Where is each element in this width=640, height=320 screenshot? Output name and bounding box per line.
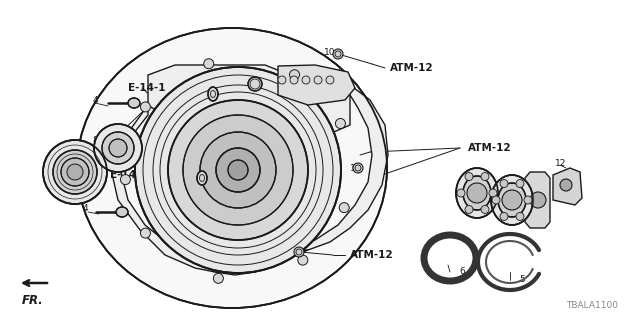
Polygon shape — [278, 65, 355, 105]
Circle shape — [140, 228, 150, 238]
Text: 10: 10 — [291, 247, 301, 257]
Circle shape — [67, 164, 83, 180]
Text: 10: 10 — [324, 47, 336, 57]
Circle shape — [213, 273, 223, 283]
Circle shape — [465, 172, 473, 180]
Circle shape — [516, 180, 524, 188]
Text: TBALA1100: TBALA1100 — [566, 301, 618, 310]
Circle shape — [465, 205, 473, 213]
Circle shape — [228, 160, 248, 180]
Ellipse shape — [116, 207, 128, 217]
Text: E-14-1: E-14-1 — [128, 83, 166, 93]
Circle shape — [294, 247, 304, 257]
Text: FR.: FR. — [22, 294, 44, 307]
Polygon shape — [525, 172, 550, 228]
Text: 6: 6 — [459, 267, 465, 276]
Circle shape — [500, 212, 508, 220]
Polygon shape — [148, 65, 350, 138]
Circle shape — [353, 163, 363, 173]
Ellipse shape — [463, 176, 491, 210]
Circle shape — [102, 132, 134, 164]
Circle shape — [140, 102, 150, 112]
Circle shape — [457, 189, 465, 197]
Circle shape — [53, 150, 97, 194]
Text: 12: 12 — [556, 158, 566, 167]
Circle shape — [120, 175, 131, 185]
Circle shape — [492, 196, 500, 204]
Circle shape — [302, 76, 310, 84]
Circle shape — [481, 172, 489, 180]
Circle shape — [289, 70, 300, 80]
Circle shape — [560, 179, 572, 191]
Circle shape — [467, 183, 487, 203]
Circle shape — [500, 180, 508, 188]
Text: 1: 1 — [534, 188, 540, 197]
Text: 5: 5 — [519, 275, 525, 284]
Circle shape — [339, 203, 349, 212]
Circle shape — [200, 132, 276, 208]
Circle shape — [530, 192, 546, 208]
Circle shape — [109, 139, 127, 157]
Text: ATM-12: ATM-12 — [350, 250, 394, 260]
Circle shape — [481, 205, 489, 213]
Ellipse shape — [498, 183, 526, 217]
Text: 10: 10 — [350, 164, 362, 172]
Text: 9: 9 — [53, 165, 59, 174]
Circle shape — [135, 67, 341, 273]
Ellipse shape — [456, 168, 498, 218]
Circle shape — [94, 124, 142, 172]
Circle shape — [326, 76, 334, 84]
Text: E-14-1: E-14-1 — [110, 170, 147, 180]
Text: ATM-12: ATM-12 — [390, 63, 434, 73]
Ellipse shape — [208, 87, 218, 101]
Circle shape — [204, 59, 214, 69]
Circle shape — [333, 49, 343, 59]
Circle shape — [278, 76, 286, 84]
Circle shape — [43, 140, 107, 204]
Ellipse shape — [128, 98, 140, 108]
Ellipse shape — [491, 175, 533, 225]
Text: 2: 2 — [487, 195, 493, 204]
Text: 8: 8 — [92, 135, 98, 145]
Polygon shape — [553, 168, 582, 205]
Ellipse shape — [77, 28, 387, 308]
Circle shape — [216, 148, 260, 192]
Polygon shape — [270, 85, 388, 252]
Ellipse shape — [197, 171, 207, 185]
Text: 11: 11 — [190, 172, 202, 180]
Polygon shape — [110, 105, 255, 272]
Circle shape — [290, 76, 298, 84]
Text: ATM-12: ATM-12 — [468, 143, 511, 153]
Polygon shape — [210, 250, 308, 275]
Circle shape — [314, 76, 322, 84]
Circle shape — [516, 212, 524, 220]
Text: 3: 3 — [262, 77, 268, 86]
Ellipse shape — [248, 77, 262, 91]
Circle shape — [61, 158, 89, 186]
Circle shape — [524, 196, 532, 204]
Circle shape — [489, 189, 497, 197]
Text: 4: 4 — [92, 95, 98, 105]
Circle shape — [502, 190, 522, 210]
Circle shape — [168, 100, 308, 240]
Circle shape — [183, 115, 293, 225]
Circle shape — [298, 255, 308, 265]
Text: 7: 7 — [511, 201, 517, 210]
Circle shape — [335, 118, 346, 129]
Text: 4: 4 — [82, 204, 88, 212]
Text: 11: 11 — [204, 84, 216, 92]
